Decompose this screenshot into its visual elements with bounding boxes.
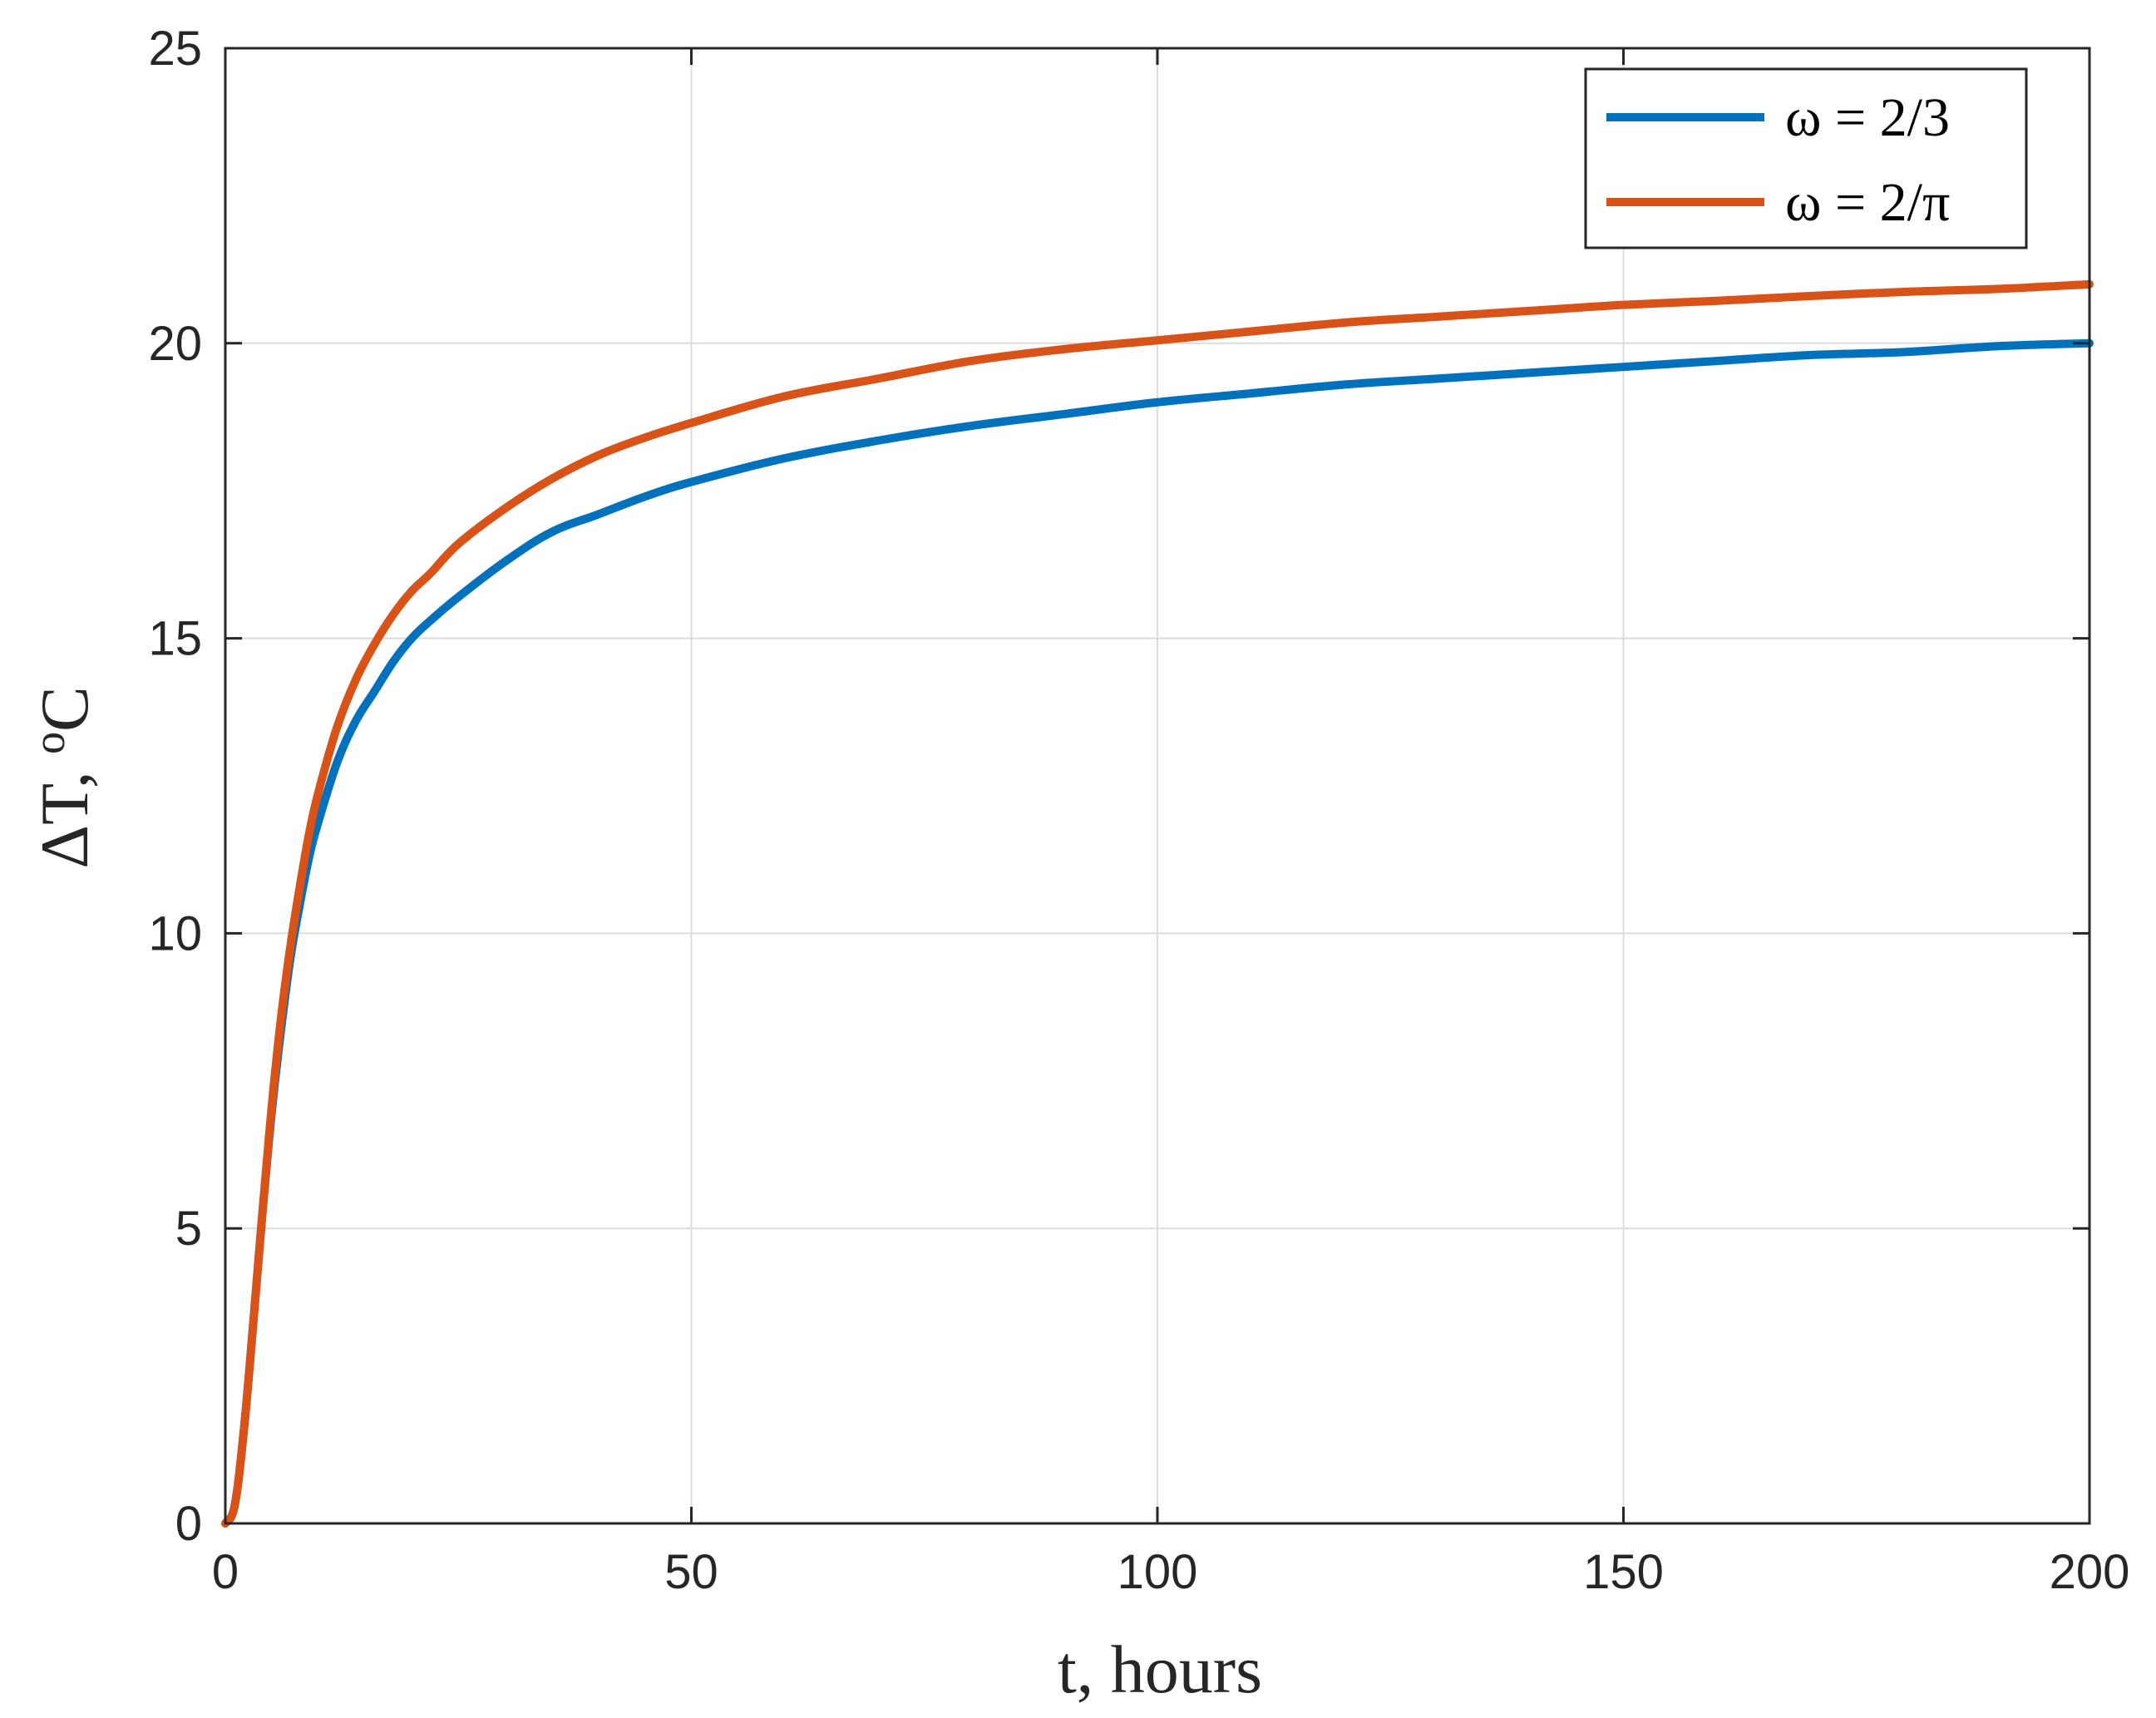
legend-box	[1584, 67, 2028, 249]
legend[interactable]: ω = 2/3 ω = 2/π	[1584, 67, 2028, 249]
y-tick-label: 15	[148, 612, 202, 666]
x-tick-label: 50	[664, 1545, 718, 1599]
y-axis-label: ΔT, oC	[24, 686, 102, 868]
y-axis-label-unit: C	[27, 686, 102, 732]
y-tick-label: 20	[148, 317, 202, 371]
legend-label-1: ω = 2/3	[1785, 87, 1950, 148]
series-line-2	[221, 279, 2094, 1528]
y-tick-label: 5	[175, 1202, 202, 1256]
x-tick-label: 0	[212, 1545, 239, 1599]
y-tick-label: 0	[175, 1497, 202, 1551]
axis-ticks: 0 50 100 150 200 0 5 10 15 20 25	[148, 22, 2129, 1599]
legend-label-2: ω = 2/π	[1785, 172, 1950, 233]
x-axis-label: t, hours	[1058, 1632, 1262, 1707]
series-layer	[221, 279, 2094, 1528]
y-tick-label: 10	[148, 906, 202, 960]
y-axis-label-text: ΔT,	[27, 754, 102, 869]
x-tick-label: 200	[2050, 1545, 2130, 1599]
x-tick-label: 100	[1117, 1545, 1198, 1599]
y-tick-label: 25	[148, 22, 202, 76]
y-axis-label-superscript: o	[24, 732, 74, 754]
x-tick-label: 150	[1583, 1545, 1664, 1599]
